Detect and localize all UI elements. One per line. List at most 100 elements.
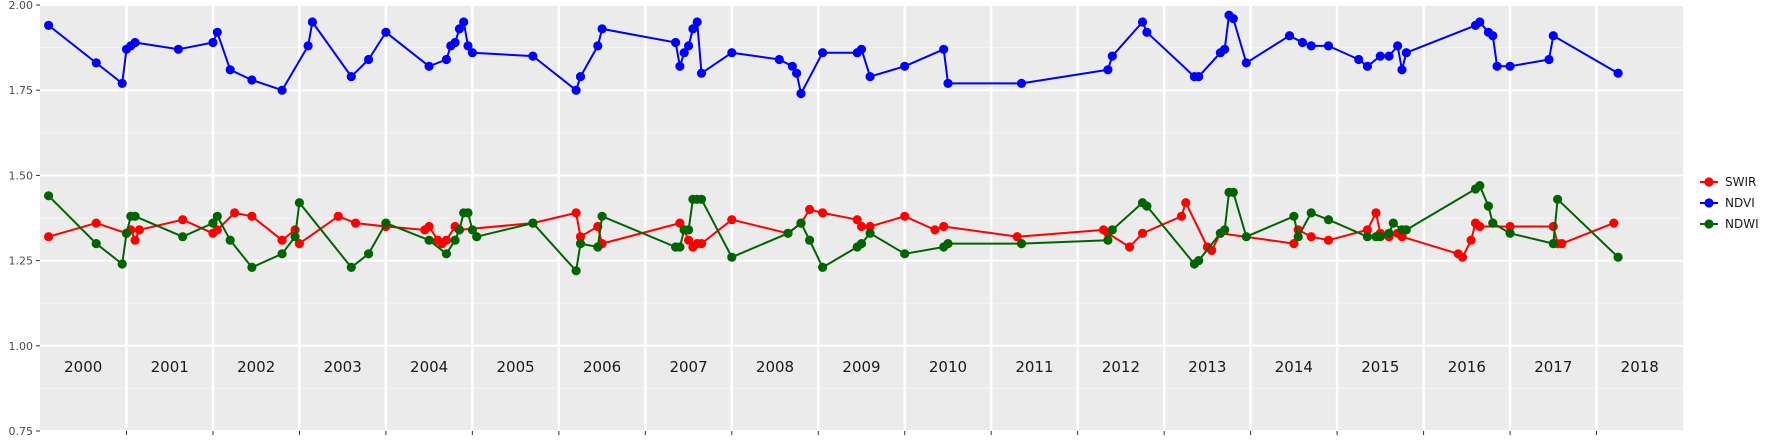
data-point-swir — [441, 235, 451, 245]
data-point-ndwi — [1142, 201, 1152, 211]
data-point-ndwi — [1401, 225, 1411, 235]
data-point-ndvi — [208, 37, 218, 48]
data-point-ndwi — [575, 239, 586, 249]
data-point-swir — [424, 221, 434, 232]
data-point-ndvi — [1613, 68, 1623, 78]
data-point-ndwi — [121, 228, 132, 238]
data-point-swir — [1475, 221, 1485, 232]
year-label: 2016 — [1448, 358, 1486, 376]
data-point-ndwi — [1107, 225, 1117, 235]
year-label: 2006 — [583, 358, 621, 376]
data-point-ndvi — [900, 61, 910, 71]
data-point-ndwi — [593, 242, 603, 252]
data-point-ndvi — [1297, 37, 1308, 48]
data-point-ndwi — [1103, 235, 1113, 245]
data-point-ndwi — [130, 211, 140, 221]
data-point-swir — [1457, 252, 1468, 262]
data-point-ndwi — [727, 252, 737, 262]
data-point-ndvi — [597, 24, 607, 34]
data-point-ndvi — [381, 27, 391, 37]
data-point-swir — [1557, 239, 1567, 249]
data-point-swir — [333, 211, 343, 221]
data-point-ndwi — [1362, 232, 1372, 242]
year-label: 2005 — [497, 358, 535, 376]
data-point-ndvi — [117, 78, 127, 88]
data-point-swir — [1012, 232, 1022, 242]
y-tick-label: 1.00 — [9, 340, 34, 353]
data-point-ndwi — [225, 235, 235, 245]
year-label: 2017 — [1534, 358, 1572, 376]
data-point-ndwi — [696, 194, 707, 204]
legend-label: SWIR — [1725, 175, 1756, 189]
data-point-ndvi — [463, 41, 473, 51]
year-labels: 2000 2001 2002 2003 2004 2005 2006 2007 2008 2009… — [64, 358, 1659, 376]
data-point-ndwi — [1505, 228, 1515, 238]
data-point-swir — [675, 218, 685, 228]
data-point-swir — [91, 218, 101, 228]
data-point-ndvi — [856, 44, 867, 54]
data-point-swir — [1125, 242, 1135, 252]
data-point-ndvi — [44, 20, 54, 30]
data-point-ndwi — [1289, 211, 1299, 221]
data-point-ndvi — [696, 68, 707, 78]
data-point-swir — [1371, 208, 1381, 218]
data-point-ndvi — [1375, 51, 1385, 61]
data-point-swir — [696, 239, 707, 249]
series-layer — [44, 10, 1623, 276]
data-point-ndvi — [1362, 61, 1372, 71]
data-point-ndvi — [1228, 14, 1238, 24]
data-point-ndvi — [1548, 31, 1558, 41]
data-point-swir — [852, 215, 862, 225]
data-point-swir — [44, 232, 54, 242]
data-point-ndvi — [1306, 41, 1316, 51]
data-point-swir — [351, 218, 361, 228]
data-point-ndvi — [865, 72, 875, 82]
legend-item-ndwi: NDWI — [1700, 217, 1759, 231]
data-point-ndvi — [1284, 31, 1295, 41]
y-tick-label: 0.75 — [9, 425, 34, 438]
data-point-ndwi — [1388, 218, 1398, 228]
legend-item-ndvi: NDVI — [1700, 196, 1755, 210]
data-point-ndvi — [454, 24, 464, 34]
data-point-ndvi — [1323, 41, 1334, 51]
legend-key-point — [1704, 219, 1714, 229]
legend-key-point — [1704, 177, 1714, 187]
data-point-swir — [1306, 232, 1316, 242]
data-point-swir — [247, 211, 257, 221]
year-label: 2009 — [842, 358, 880, 376]
data-point-ndwi — [91, 239, 101, 249]
data-point-swir — [1137, 228, 1148, 238]
data-point-ndwi — [1613, 252, 1623, 262]
data-point-ndvi — [1505, 61, 1515, 71]
y-tick-label: 2.00 — [9, 0, 34, 12]
data-point-swir — [1289, 239, 1299, 249]
data-point-ndwi — [277, 249, 287, 259]
data-point-swir — [727, 215, 737, 225]
data-point-ndwi — [450, 235, 460, 245]
data-point-ndvi — [277, 85, 287, 95]
data-point-ndwi — [247, 262, 257, 272]
data-point-ndvi — [1384, 51, 1394, 61]
data-point-ndvi — [1492, 61, 1502, 71]
data-point-ndwi — [865, 228, 875, 238]
data-point-ndvi — [247, 75, 257, 85]
data-point-ndwi — [783, 228, 793, 238]
data-point-ndvi — [225, 65, 235, 75]
data-point-swir — [230, 208, 240, 218]
data-point-swir — [1466, 235, 1476, 245]
data-point-ndwi — [1548, 239, 1558, 249]
data-point-ndwi — [1475, 181, 1485, 191]
data-point-ndwi — [346, 262, 356, 272]
grid — [40, 4, 1683, 435]
data-point-ndvi — [684, 41, 694, 51]
data-point-ndvi — [1103, 65, 1113, 75]
legend-label: NDWI — [1725, 217, 1759, 231]
data-point-swir — [294, 239, 304, 249]
data-point-ndwi — [364, 249, 374, 259]
year-label: 2007 — [669, 358, 707, 376]
data-point-ndvi — [679, 48, 689, 58]
data-point-ndvi — [1397, 65, 1407, 75]
y-tick-label: 1.75 — [9, 84, 34, 97]
data-point-ndwi — [684, 225, 694, 235]
